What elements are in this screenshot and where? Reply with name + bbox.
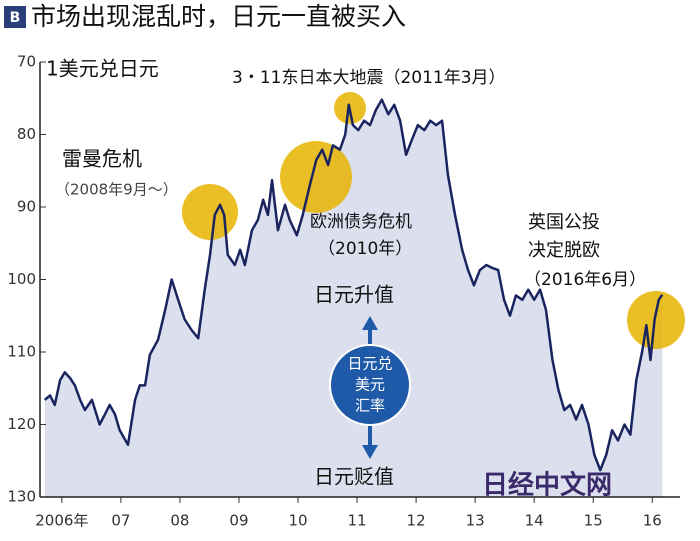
x-tick-label: 15 xyxy=(584,512,603,530)
x-tick-label: 12 xyxy=(407,512,426,530)
x-tick-label: 08 xyxy=(170,512,189,530)
x-tick-label: 16 xyxy=(643,512,662,530)
chart-title: 市场出现混乱时，日元一直被买入 xyxy=(31,2,406,31)
highlight xyxy=(627,291,685,349)
x-tick-label: 2006年 xyxy=(35,512,88,530)
x-tick-label: 07 xyxy=(111,512,130,530)
x-tick-label: 11 xyxy=(348,512,367,530)
annotation: 3・11东日本大地震（2011年3月） xyxy=(232,68,506,88)
y-tick-label: 130 xyxy=(7,488,36,506)
annotation: 欧洲债务危机 xyxy=(310,212,412,232)
y-tick-label: 120 xyxy=(7,415,36,433)
badge-text: 汇率 xyxy=(355,397,385,415)
arrow-head xyxy=(362,316,378,330)
annotation: （2010年） xyxy=(318,239,412,259)
y-tick-label: 80 xyxy=(17,125,36,143)
badge-text: 日元兑 xyxy=(347,355,392,373)
line xyxy=(43,98,664,472)
annotation: （2008年9月～） xyxy=(55,181,178,199)
x-tick-label: 14 xyxy=(525,512,544,530)
annotation: （2016年6月） xyxy=(524,270,646,290)
y-axis-label: 1美元兑日元 xyxy=(46,57,159,81)
badge-box xyxy=(4,6,26,28)
arrow-head xyxy=(362,445,378,459)
y-tick-label: 110 xyxy=(7,343,36,361)
y-tick-label: 90 xyxy=(17,198,36,216)
highlight xyxy=(280,141,352,213)
y-tick-label: 70 xyxy=(17,53,36,71)
annotation: 日元贬值 xyxy=(314,465,394,489)
x-tick-label: 10 xyxy=(288,512,307,530)
area-fill xyxy=(44,99,663,497)
highlight xyxy=(182,184,238,240)
y-tick-label: 100 xyxy=(7,270,36,288)
annotation: 英国公投 xyxy=(528,212,600,233)
badge: B xyxy=(10,10,21,26)
annotation: 雷曼危机 xyxy=(62,147,142,171)
x-tick-label: 13 xyxy=(466,512,485,530)
annotation: 日元升值 xyxy=(314,283,394,307)
watermark: 日经中文网 xyxy=(482,470,612,501)
annotation: 决定脱欧 xyxy=(528,240,600,261)
center-badge xyxy=(329,344,411,426)
badge-text: 美元 xyxy=(355,376,385,394)
x-tick-label: 09 xyxy=(229,512,248,530)
